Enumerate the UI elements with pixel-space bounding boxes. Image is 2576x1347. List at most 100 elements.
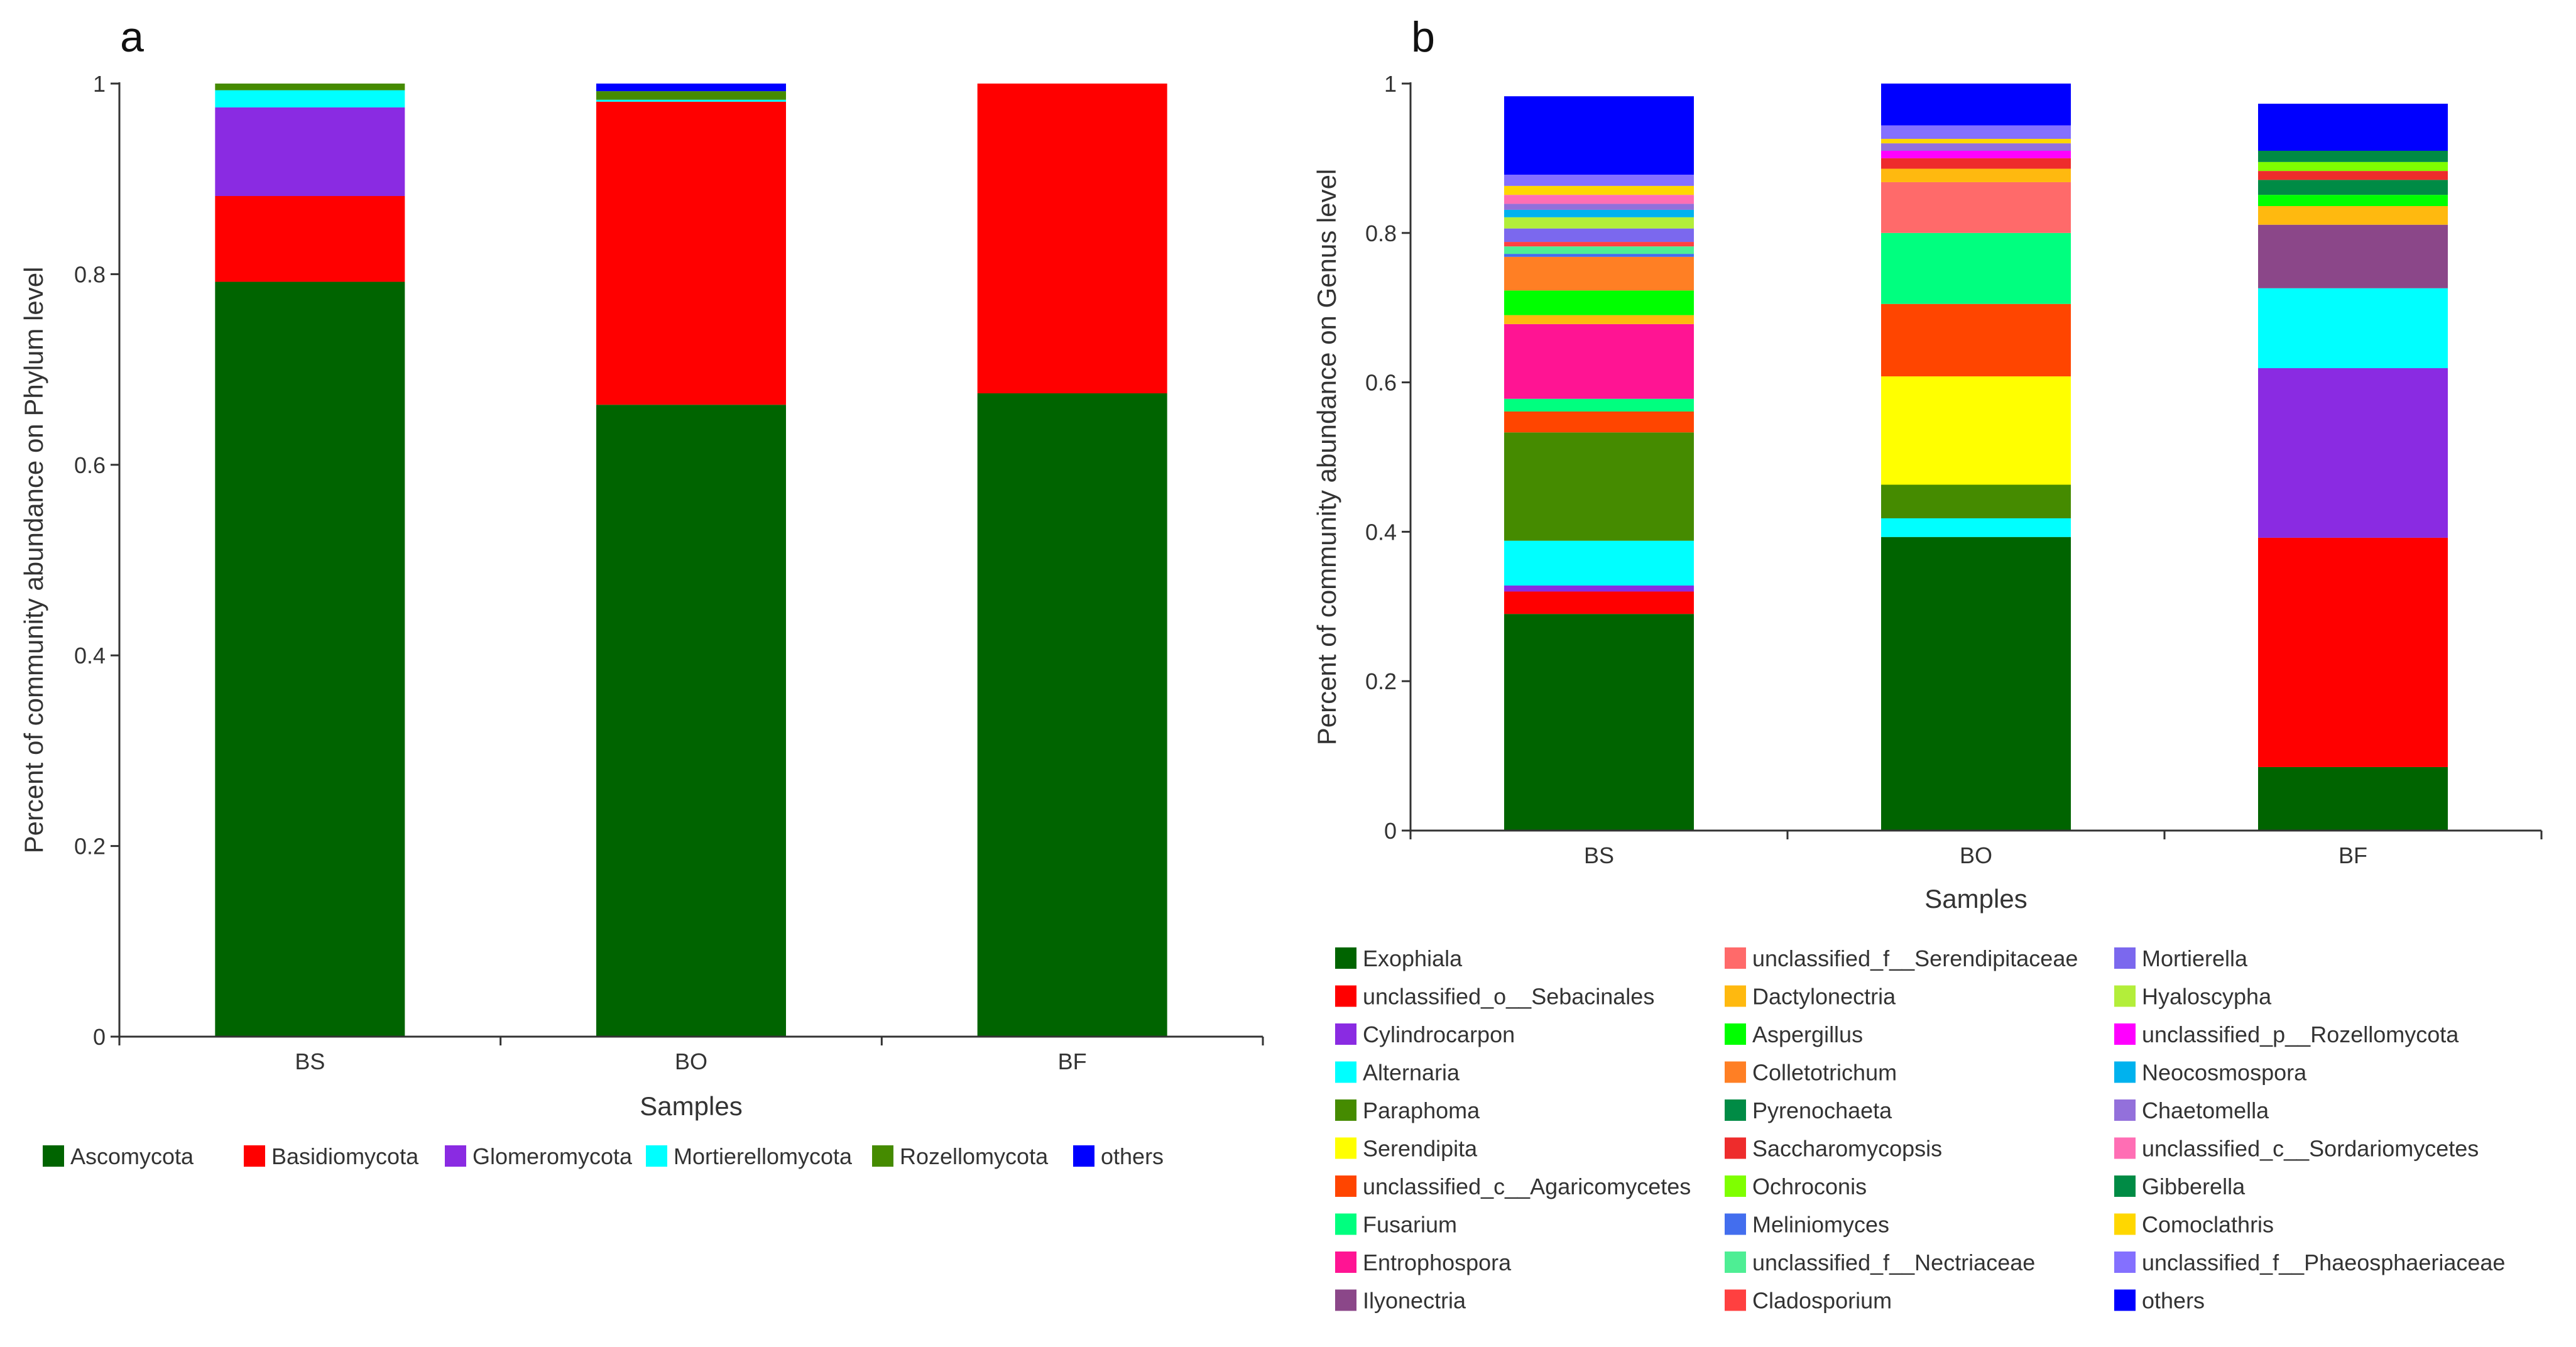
bar-segment-chaetomella-bo <box>1881 143 2071 151</box>
legend-swatch-unclassified-f-serendipitaceae <box>1725 947 1746 969</box>
bar-segment-exophiala-bo <box>1881 537 2071 831</box>
legend-swatch-glomeromycota <box>445 1145 466 1167</box>
bar-segment-basidiomycota-bs <box>215 196 405 282</box>
legend-label-rozellomycota: Rozellomycota <box>900 1143 1049 1169</box>
bar-segment-aspergillus-bs <box>1504 290 1694 315</box>
x-tick-label: BF <box>2339 843 2367 868</box>
bar-segment-unclassified-f-phaeosphaeriaceae-bs <box>1504 175 1694 186</box>
y-tick-label: 1 <box>1384 71 1397 97</box>
legend-label-entrophospora: Entrophospora <box>1363 1250 1512 1275</box>
legend-swatch-exophiala <box>1335 947 1356 969</box>
legend-label-unclassified-c-sordariomycetes: unclassified_c__Sordariomycetes <box>2142 1136 2479 1162</box>
x-axis-title: Samples <box>1924 884 2027 913</box>
bar-segment-saccharomycopsis-bo <box>1881 158 2071 169</box>
panel-label: b <box>1411 13 1435 61</box>
legend-swatch-unclassified-p-rozellomycota <box>2114 1023 2136 1045</box>
legend-label-hyaloscypha: Hyaloscypha <box>2142 984 2272 1010</box>
legend-swatch-mortierellomycota <box>646 1145 667 1167</box>
legend-label-cladosporium: Cladosporium <box>1752 1288 1892 1314</box>
y-tick-label: 0.4 <box>1365 519 1397 545</box>
bar-segment-unclassified-f-nectriaceae-bs <box>1504 246 1694 254</box>
legend-swatch-cylindrocarpon <box>1335 1023 1356 1045</box>
legend-swatch-dactylonectria <box>1725 985 1746 1007</box>
legend-label-gibberella: Gibberella <box>2142 1174 2246 1199</box>
bar-segment-mortierella-bs <box>1504 228 1694 243</box>
legend-label-chaetomella: Chaetomella <box>2142 1098 2269 1123</box>
bar-segment-ascomycota-bf <box>977 393 1167 1037</box>
legend-label-others: others <box>2142 1288 2205 1314</box>
x-tick-label: BS <box>1584 843 1614 868</box>
legend-swatch-ilyonectria <box>1335 1289 1356 1311</box>
bar-segment-cladosporium-bs <box>1504 242 1694 247</box>
legend-label-fusarium: Fusarium <box>1363 1212 1457 1238</box>
bar-segment-glomeromycota-bs <box>215 107 405 197</box>
legend-label-unclassified-c-agaricomycetes: unclassified_c__Agaricomycetes <box>1363 1174 1691 1199</box>
bar-segment-comoclathris-bo <box>1881 138 2071 144</box>
y-tick-label: 0.4 <box>74 643 106 668</box>
legend-label-ascomycota: Ascomycota <box>70 1143 194 1169</box>
legend-label-neocosmospora: Neocosmospora <box>2142 1060 2307 1086</box>
bar-segment-gibberella-bf <box>2258 151 2448 162</box>
bar-segment-chaetomella-bs <box>1504 204 1694 210</box>
y-tick-label: 1 <box>93 71 106 97</box>
legend-label-unclassified-o-sebacinales: unclassified_o__Sebacinales <box>1363 984 1654 1010</box>
bar-segment-dactylonectria-bf <box>2258 205 2448 225</box>
bar-segment-aspergillus-bf <box>2258 195 2448 206</box>
bar-segment-pyrenochaeta-bf <box>2258 180 2448 195</box>
bar-segment-saccharomycopsis-bf <box>2258 171 2448 180</box>
legend-label-unclassified-f-phaeosphaeriaceae: unclassified_f__Phaeosphaeriaceae <box>2142 1250 2505 1275</box>
legend-swatch-comoclathris <box>2114 1213 2136 1235</box>
bar-segment-paraphoma-bo <box>1881 484 2071 518</box>
bar-segment-mortierellomycota-bo <box>596 99 786 102</box>
legend-swatch-unclassified-f-nectriaceae <box>1725 1252 1746 1273</box>
bar-segment-ochroconis-bf <box>2258 161 2448 172</box>
legend-swatch-ascomycota <box>43 1145 64 1167</box>
x-tick-label: BF <box>1058 1049 1087 1074</box>
legend-swatch-aspergillus <box>1725 1023 1746 1045</box>
bar-segment-unclassified-p-rozellomycota-bo <box>1881 151 2071 158</box>
legend-label-comoclathris: Comoclathris <box>2142 1212 2274 1238</box>
legend-swatch-unclassified-f-phaeosphaeriaceae <box>2114 1252 2136 1273</box>
bar-segment-dactylonectria-bo <box>1881 168 2071 182</box>
legend-label-mortierella: Mortierella <box>2142 946 2248 971</box>
bar-segment-rozellomycota-bs <box>215 84 405 90</box>
legend: Exophiala unclassified_o__Sebacinales Cyli… <box>1335 946 2505 1314</box>
panel-label: a <box>120 13 144 61</box>
legend-swatch-unclassified-c-sordariomycetes <box>2114 1137 2136 1159</box>
legend-label-pyrenochaeta: Pyrenochaeta <box>1752 1098 1892 1123</box>
bar-segment-ascomycota-bs <box>215 281 405 1037</box>
legend-label-cylindrocarpon: Cylindrocarpon <box>1363 1022 1515 1047</box>
y-tick-label: 0.8 <box>74 261 106 287</box>
legend-label-saccharomycopsis: Saccharomycopsis <box>1752 1136 1942 1162</box>
bar-segment-exophiala-bf <box>2258 766 2448 831</box>
legend-swatch-unclassified-o-sebacinales <box>1335 985 1356 1007</box>
bar-segment-cylindrocarpon-bs <box>1504 586 1694 592</box>
legend-swatch-others <box>2114 1289 2136 1311</box>
y-tick-label: 0 <box>93 1024 106 1050</box>
legend-swatch-basidiomycota <box>244 1145 265 1167</box>
legend-label-unclassified-f-serendipitaceae: unclassified_f__Serendipitaceae <box>1752 946 2078 971</box>
bar-segment-alternaria-bf <box>2258 288 2448 369</box>
legend-swatch-ochroconis <box>1725 1175 1746 1197</box>
y-tick-label: 0.2 <box>74 834 106 859</box>
legend-swatch-hyaloscypha <box>2114 985 2136 1007</box>
bar-segment-dactylonectria-bs <box>1504 315 1694 324</box>
bar-segment-fusarium-bs <box>1504 398 1694 412</box>
legend-swatch-colletotrichum <box>1725 1061 1746 1083</box>
legend-swatch-paraphoma <box>1335 1099 1356 1121</box>
x-tick-label: BO <box>1960 843 1992 868</box>
bar-segment-unclassified-f-phaeosphaeriaceae-bo <box>1881 125 2071 139</box>
legend-swatch-unclassified-c-agaricomycetes <box>1335 1175 1356 1197</box>
legend-swatch-saccharomycopsis <box>1725 1137 1746 1159</box>
y-tick-label: 0.6 <box>74 452 106 478</box>
legend-label-meliniomyces: Meliniomyces <box>1752 1212 1889 1238</box>
panel-a-phylum-chart: a 0 0.2 0.4 0.6 0.8 1 BS BO BF Samples Percent of c… <box>19 13 1264 1169</box>
legend-swatch-others <box>1073 1145 1094 1167</box>
y-tick-label: 0.6 <box>1365 370 1397 396</box>
bar-segment-unclassified-o-sebacinales-bf <box>2258 537 2448 767</box>
bar-segment-comoclathris-bs <box>1504 185 1694 195</box>
legend-swatch-mortierella <box>2114 947 2136 969</box>
bar-segment-hyaloscypha-bs <box>1504 217 1694 229</box>
bar-segment-rozellomycota-bo <box>596 91 786 100</box>
bar-segment-basidiomycota-bo <box>596 101 786 405</box>
